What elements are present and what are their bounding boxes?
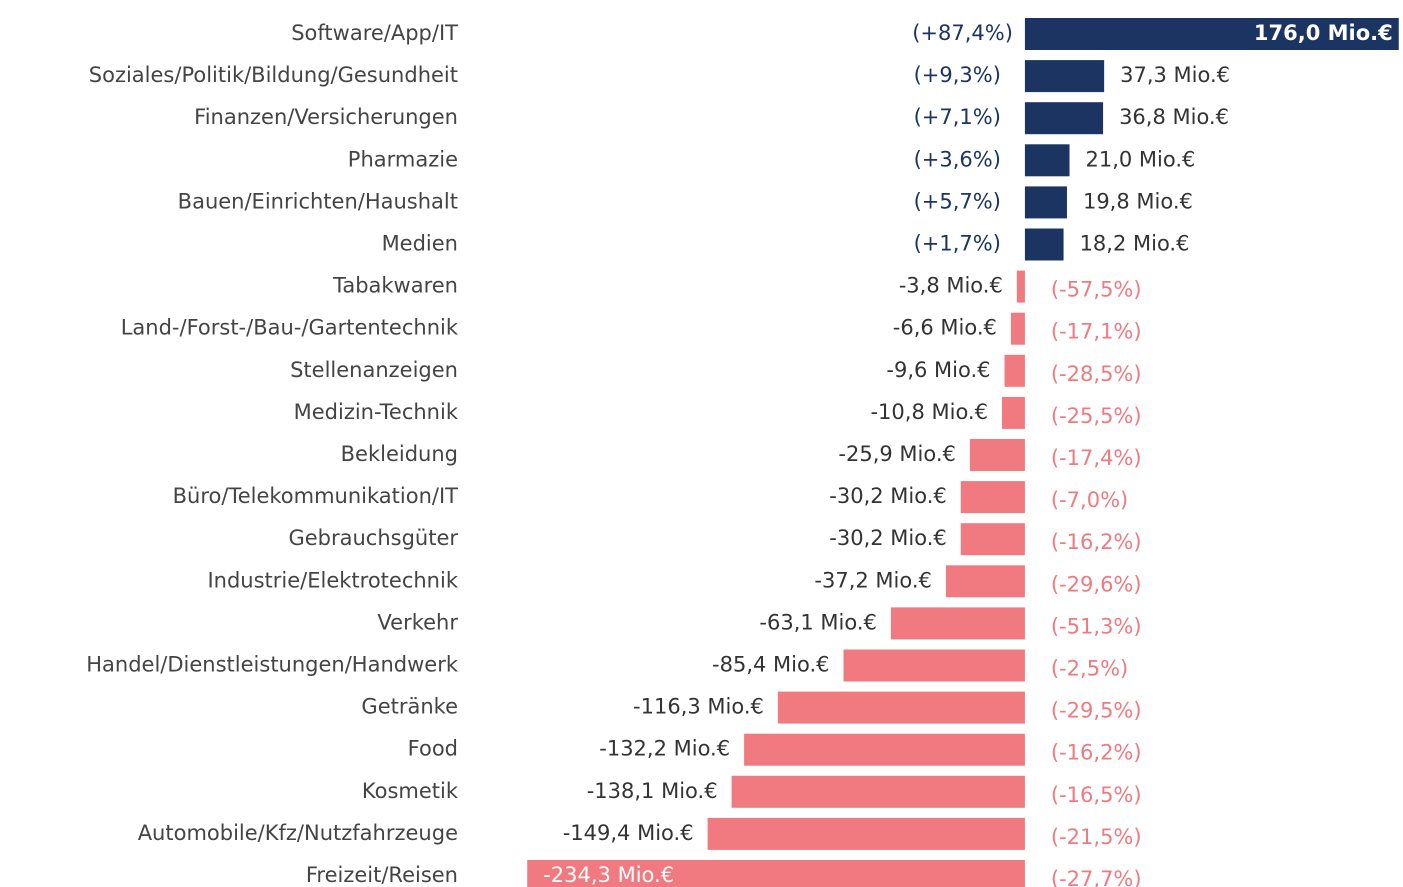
- category-label: Medizin-Technik: [294, 400, 459, 424]
- change-label: (-25,5%): [1051, 404, 1142, 428]
- bar: [731, 775, 1025, 808]
- value-label: 37,3 Mio.€: [1120, 63, 1230, 87]
- category-label: Food: [408, 737, 458, 761]
- change-label: (-29,5%): [1051, 699, 1142, 723]
- change-label: (-17,4%): [1051, 446, 1142, 470]
- bar: [960, 481, 1025, 514]
- bar: [1001, 396, 1025, 429]
- value-label: -25,9 Mio.€: [838, 442, 955, 466]
- bar: [960, 523, 1025, 556]
- category-label: Verkehr: [377, 610, 458, 634]
- value-label: -234,3 Mio.€: [543, 863, 674, 887]
- category-label: Stellenanzeigen: [290, 358, 458, 382]
- bar: [707, 817, 1025, 850]
- bar: [969, 439, 1025, 471]
- change-label: (+1,7%): [914, 232, 1001, 256]
- bar: [527, 860, 1025, 887]
- category-label: Automobile/Kfz/Nutzfahrzeuge: [138, 821, 458, 845]
- change-label: (+3,6%): [914, 147, 1001, 171]
- value-label: 18,2 Mio.€: [1080, 232, 1190, 256]
- category-label: Land-/Forst-/Bau-/Gartentechnik: [121, 316, 459, 340]
- bar: [1016, 270, 1025, 303]
- change-label: (+7,1%): [914, 105, 1001, 129]
- bar: [1024, 60, 1105, 93]
- value-label: 36,8 Mio.€: [1119, 105, 1229, 129]
- category-label: Software/App/IT: [291, 21, 458, 45]
- category-label: Freizeit/Reisen: [306, 863, 458, 887]
- change-label: (-57,5%): [1051, 278, 1142, 302]
- category-label: Kosmetik: [362, 779, 459, 803]
- change-label: (+87,4%): [912, 21, 1013, 45]
- category-label: Medien: [382, 232, 458, 256]
- value-label: -37,2 Mio.€: [814, 568, 931, 592]
- value-label: 176,0 Mio.€: [1254, 21, 1393, 45]
- value-label: -3,8 Mio.€: [899, 274, 1003, 298]
- change-label: (-2,5%): [1051, 657, 1128, 681]
- change-label: (-17,1%): [1051, 320, 1142, 344]
- change-label: (-28,5%): [1051, 362, 1142, 386]
- bar: [1024, 228, 1064, 261]
- category-label: Bauen/Einrichten/Haushalt: [178, 189, 458, 213]
- value-label: -6,6 Mio.€: [893, 316, 997, 340]
- value-label: 19,8 Mio.€: [1083, 189, 1193, 213]
- category-label: Soziales/Politik/Bildung/Gesundheit: [89, 63, 458, 87]
- change-label: (-16,2%): [1051, 741, 1142, 765]
- value-label: -9,6 Mio.€: [886, 358, 990, 382]
- value-label: -149,4 Mio.€: [563, 821, 694, 845]
- bar: [890, 607, 1025, 640]
- value-label: -85,4 Mio.€: [712, 653, 829, 677]
- bar: [843, 649, 1025, 682]
- bar: [1010, 312, 1025, 345]
- change-label: (-29,6%): [1051, 572, 1142, 596]
- value-label: -30,2 Mio.€: [829, 484, 946, 508]
- value-label: -116,3 Mio.€: [633, 695, 764, 719]
- category-label: Handel/Dienstleistungen/Handwerk: [86, 653, 459, 677]
- change-label: (-21,5%): [1051, 825, 1142, 849]
- bar: [1024, 144, 1070, 177]
- category-label: Gebrauchsgüter: [288, 526, 458, 550]
- value-label: -132,2 Mio.€: [599, 737, 730, 761]
- change-label: (-51,3%): [1051, 614, 1142, 638]
- change-label: (-16,5%): [1051, 783, 1142, 807]
- bar: [1024, 18, 1399, 50]
- change-label: (-27,7%): [1051, 867, 1142, 887]
- category-label: Finanzen/Versicherungen: [194, 105, 458, 129]
- category-label: Bekleidung: [341, 442, 458, 466]
- bar: [1004, 354, 1025, 387]
- change-label: (+5,7%): [914, 189, 1001, 213]
- category-label: Tabakwaren: [332, 274, 458, 298]
- value-label: -30,2 Mio.€: [829, 526, 946, 550]
- category-label: Büro/Telekommunikation/IT: [173, 484, 459, 508]
- bar: [777, 691, 1025, 724]
- change-label: (+9,3%): [914, 63, 1001, 87]
- category-label: Pharmazie: [348, 147, 458, 171]
- value-label: -63,1 Mio.€: [759, 610, 876, 634]
- bar: [1024, 186, 1067, 219]
- change-label: (-7,0%): [1051, 488, 1128, 512]
- value-label: 21,0 Mio.€: [1086, 147, 1196, 171]
- value-label: -138,1 Mio.€: [587, 779, 718, 803]
- value-label: -10,8 Mio.€: [870, 400, 987, 424]
- change-label: (-16,2%): [1051, 530, 1142, 554]
- bar: [1024, 102, 1104, 135]
- bar: [744, 733, 1025, 766]
- category-label: Industrie/Elektrotechnik: [207, 568, 458, 592]
- bar: [945, 565, 1025, 598]
- category-label: Getränke: [361, 695, 458, 719]
